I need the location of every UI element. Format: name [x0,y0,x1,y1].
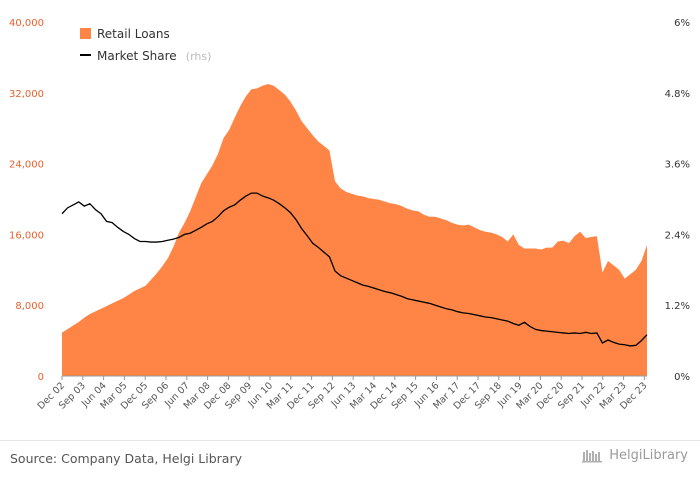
library-icon [582,449,603,462]
left-tick-label: 32,000 [9,89,44,100]
left-tick-label: 8,000 [15,301,44,312]
legend-swatch-retail-loans [80,28,91,39]
chart: 0 8,000 16,000 24,000 32,000 40,000 0% 1.2% 2.4… [9,18,690,412]
legend-label-retail-loans: Retail Loans [97,27,170,41]
right-tick-label: 2.4% [665,230,690,241]
brand-logo[interactable]: HelgiLibrary [582,448,688,463]
series-line-market-share [61,192,648,347]
legend-label-market-share-suffix: (rhs) [186,50,212,63]
series-area-retail-loans [62,83,647,376]
right-tick-label: 4.8% [665,89,690,100]
legend-label-market-share-name: Market Share [97,49,177,63]
source-note: Source: Company Data, Helgi Library [10,451,243,466]
right-tick-label: 0% [674,372,690,383]
legend-label-market-share: Market Share (rhs) [97,45,211,64]
footer-separator [0,440,700,441]
left-tick-label: 0 [38,372,44,383]
left-tick-label: 40,000 [9,18,44,29]
right-axis-ticks: 0% 1.2% 2.4% 3.6% 4.8% 6% [665,18,690,383]
left-tick-label: 24,000 [9,160,44,171]
legend: Retail Loans Market Share (rhs) [80,27,211,64]
right-tick-label: 6% [674,18,690,29]
right-tick-label: 1.2% [665,301,690,312]
left-axis-ticks: 0 8,000 16,000 24,000 32,000 40,000 [9,18,44,383]
brand-name: HelgiLibrary [609,448,688,463]
right-tick-label: 3.6% [665,160,690,171]
plot-area [61,83,648,376]
left-tick-label: 16,000 [9,230,44,241]
